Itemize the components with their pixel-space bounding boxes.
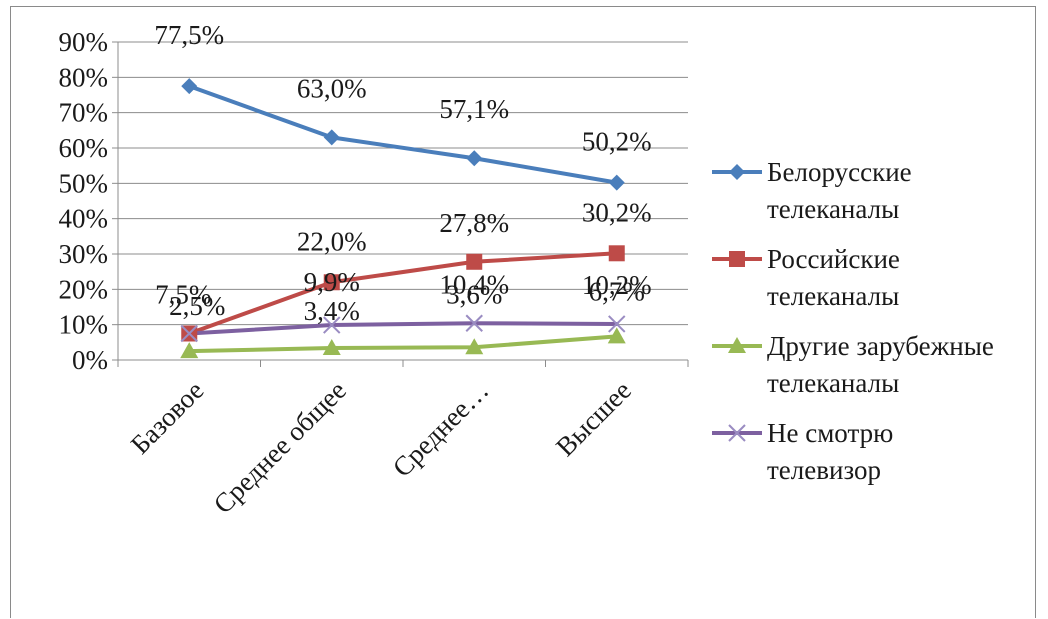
- legend-label: Не смотрю: [767, 418, 893, 448]
- legend-label: Российские: [767, 244, 900, 274]
- legend-label: телеканалы: [767, 368, 899, 398]
- legend-marker: [728, 424, 746, 442]
- data-point: [323, 129, 340, 146]
- y-tick-label: 20%: [59, 274, 109, 304]
- x-category-label: Базовое: [125, 375, 210, 460]
- y-tick-label: 0%: [72, 345, 108, 375]
- data-point: [608, 174, 625, 191]
- data-label: 2,5%: [169, 291, 225, 321]
- series-line: [187, 84, 619, 185]
- x-category-label: Высшее: [550, 375, 637, 462]
- series-markers: [180, 78, 626, 359]
- data-label: 7,5%: [155, 280, 211, 310]
- data-point: [180, 342, 199, 359]
- series-line: [187, 251, 619, 336]
- y-tick-label: 70%: [59, 98, 109, 128]
- data-label: 30,2%: [582, 197, 652, 227]
- data-label: 50,2%: [582, 127, 652, 157]
- data-label: 10,4%: [439, 269, 509, 299]
- legend-label: телеканалы: [767, 281, 899, 311]
- y-tick-label: 30%: [59, 239, 109, 269]
- data-label: 3,6%: [446, 279, 502, 309]
- series-line: [187, 321, 619, 336]
- data-point: [465, 314, 483, 332]
- legend: Белорусские телеканалы Российские телеканал…: [712, 157, 994, 485]
- data-point: [466, 150, 483, 167]
- data-point: [322, 338, 341, 355]
- legend-label: Другие зарубежные: [767, 331, 994, 361]
- data-label: 27,8%: [439, 208, 509, 238]
- data-point: [608, 315, 626, 333]
- data-point: [465, 338, 484, 355]
- data-point: [608, 245, 625, 262]
- data-point: [607, 327, 626, 344]
- legend-item: Белорусские телеканалы: [712, 157, 912, 224]
- legend-marker: [728, 337, 746, 353]
- y-tick-label: 40%: [59, 204, 109, 234]
- data-point: [466, 253, 483, 270]
- legend-label: Белорусские: [767, 157, 912, 187]
- x-category-label: Среднее…: [387, 375, 495, 483]
- data-point: [323, 316, 341, 334]
- y-tick-label: 80%: [59, 62, 109, 92]
- legend-marker: [729, 251, 745, 267]
- data-label: 9,9%: [304, 267, 360, 297]
- data-point: [323, 274, 340, 291]
- data-label: 10,2%: [582, 270, 652, 300]
- data-label: 63,0%: [297, 73, 367, 103]
- data-label: 22,0%: [297, 226, 367, 256]
- chart-frame: [10, 6, 1036, 618]
- legend-item: Российские телеканалы: [712, 244, 900, 311]
- data-point: [180, 324, 198, 343]
- legend-item: Другие зарубежные телеканалы: [712, 331, 994, 398]
- data-label: 77,5%: [154, 20, 224, 50]
- data-label: 6,7%: [589, 276, 645, 306]
- data-labels: 77,5% 63,0% 57,1% 50,2% 7,5% 22,0% 27,8% 30,2% 2…: [154, 20, 651, 326]
- legend-item: Не смотрю телевизор: [712, 418, 893, 485]
- data-label: 3,4%: [304, 296, 360, 326]
- legend-label: телеканалы: [767, 194, 899, 224]
- series-line: [187, 334, 619, 354]
- legend-label: телевизор: [767, 455, 881, 485]
- y-tick-label: 10%: [59, 310, 109, 340]
- series-lines: [187, 84, 619, 354]
- data-label: 57,1%: [439, 94, 509, 124]
- y-tick-label: 60%: [59, 133, 109, 163]
- y-tick-label: 50%: [59, 168, 109, 198]
- y-tick-label: 90%: [59, 27, 109, 57]
- data-point: [181, 78, 198, 95]
- x-category-label: Среднее общее: [208, 375, 352, 519]
- legend-marker: [729, 164, 745, 180]
